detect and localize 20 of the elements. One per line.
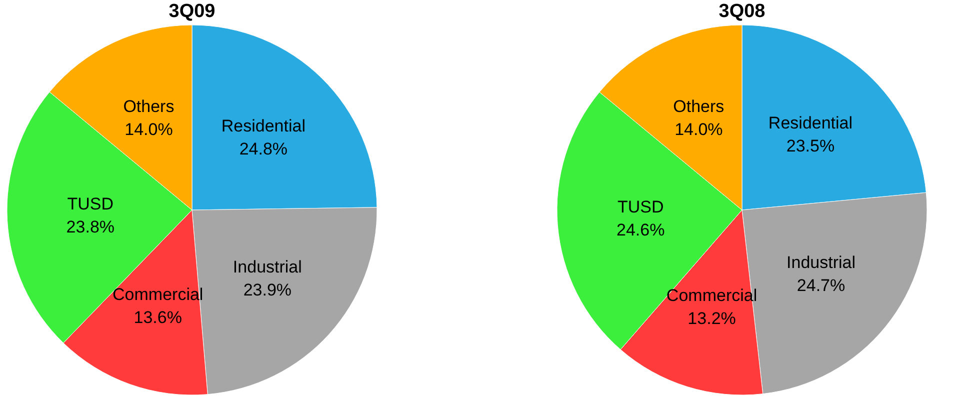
slice-label: Industrial xyxy=(786,253,856,272)
chart-title: 3Q08 xyxy=(718,1,766,22)
chart-title: 3Q09 xyxy=(168,1,216,22)
data-label: 14.0% xyxy=(124,120,173,139)
slice-label: Industrial xyxy=(232,257,302,276)
data-label: 24.7% xyxy=(796,276,846,296)
slice-label: Residential xyxy=(221,116,306,136)
data-label: 13.6% xyxy=(134,308,182,327)
data-label: 23.5% xyxy=(786,136,835,156)
slice-label: TUSD xyxy=(67,194,114,214)
data-label: 23.9% xyxy=(243,280,292,300)
data-label: 24.6% xyxy=(616,220,665,240)
data-label: 13.2% xyxy=(688,309,736,328)
data-label: 24.8% xyxy=(239,140,288,159)
slice-label: Residential xyxy=(768,114,853,133)
slice-label: Others xyxy=(673,96,724,116)
slice-label: TUSD xyxy=(617,197,664,216)
data-label: 14.0% xyxy=(674,120,723,139)
data-label: 23.8% xyxy=(66,218,115,237)
slice-label: Others xyxy=(123,96,174,116)
